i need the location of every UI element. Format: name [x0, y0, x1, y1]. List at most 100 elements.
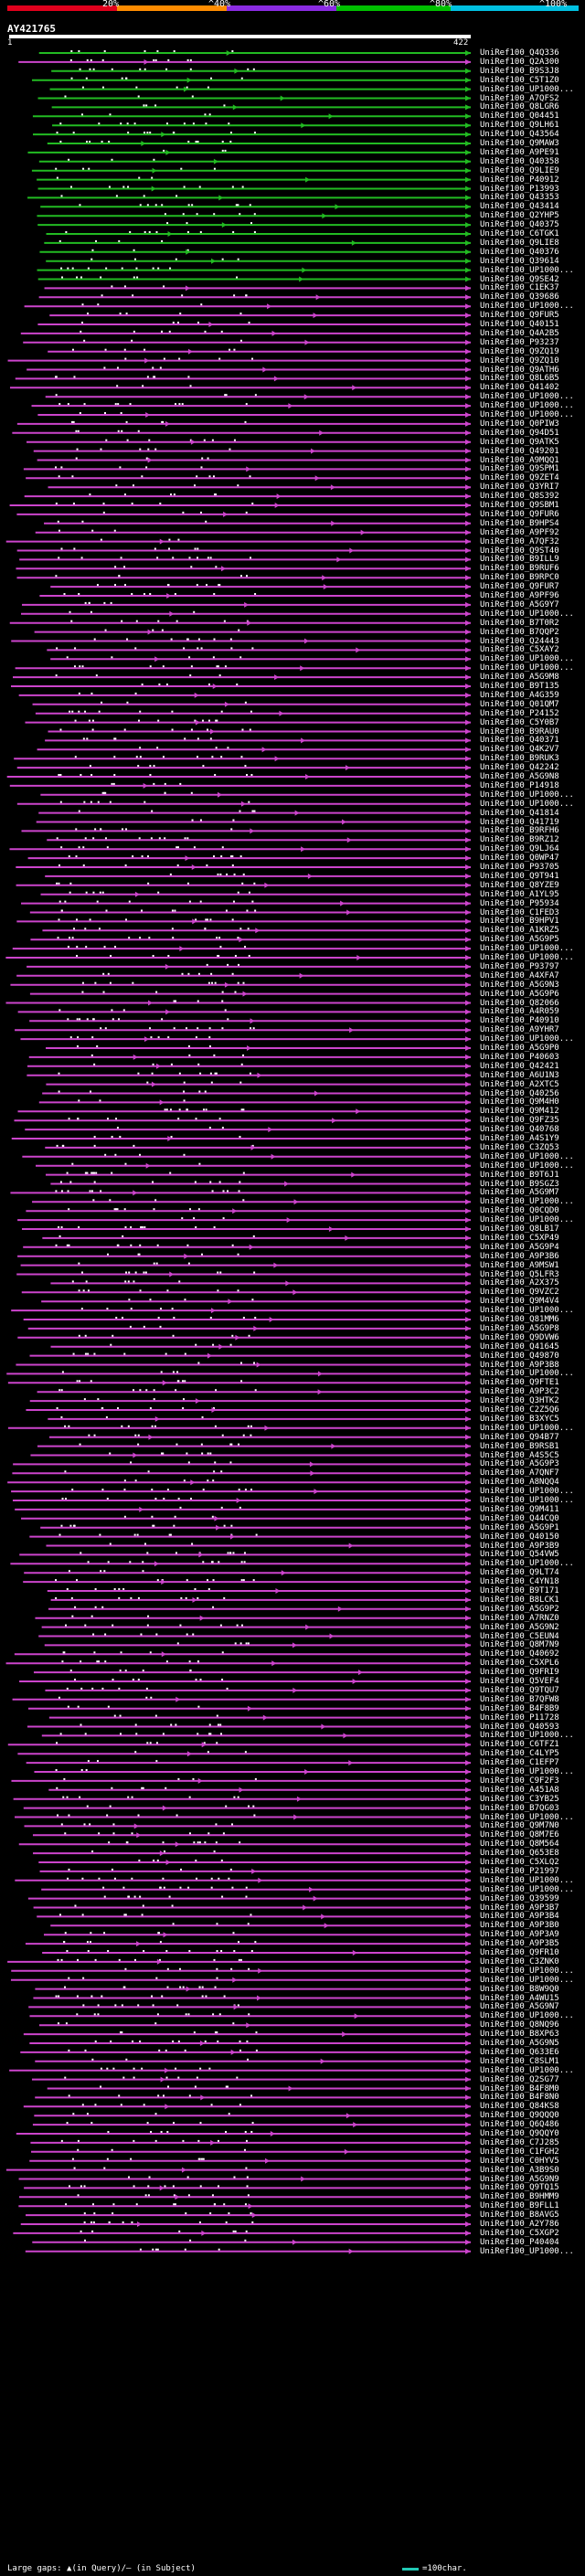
- hit-label[interactable]: UniRef100_UP1000...: [480, 790, 574, 800]
- hit-label[interactable]: UniRef100_A5G9N7: [480, 2002, 559, 2012]
- hit-label[interactable]: UniRef100_B8AVG5: [480, 2210, 559, 2221]
- hit-label[interactable]: UniRef100_Q41719: [480, 817, 559, 827]
- hit-label[interactable]: UniRef100_Q5VEF4: [480, 1677, 559, 1686]
- hit-label[interactable]: UniRef100_Q40256: [480, 1088, 559, 1098]
- hit-label[interactable]: UniRef100_A9P3B6: [480, 1251, 559, 1261]
- hit-label[interactable]: UniRef100_Q9QQY0: [480, 2129, 559, 2138]
- hit-label[interactable]: UniRef100_P21997: [480, 1866, 559, 1876]
- hit-label[interactable]: UniRef100_A451A8: [480, 1785, 559, 1795]
- hit-label[interactable]: UniRef100_Q8L6B5: [480, 374, 559, 384]
- hit-label[interactable]: UniRef100_B4F8B9: [480, 1703, 559, 1713]
- hit-label[interactable]: UniRef100_Q01QM7: [480, 699, 559, 709]
- hit-label[interactable]: UniRef100_B9HPV1: [480, 917, 559, 927]
- hit-label[interactable]: UniRef100_C1FED3: [480, 907, 559, 917]
- hit-label[interactable]: UniRef100_A1KRZ5: [480, 926, 559, 936]
- hit-label[interactable]: UniRef100_B7QQP2: [480, 627, 559, 637]
- hit-label[interactable]: UniRef100_Q9SE42: [480, 274, 559, 284]
- hit-label[interactable]: UniRef100_A5G9N2: [480, 1622, 559, 1632]
- hit-label[interactable]: UniRef100_A2Y786: [480, 2220, 559, 2229]
- hit-label[interactable]: UniRef100_UP1000...: [480, 410, 574, 419]
- hit-label[interactable]: UniRef100_A7QF32: [480, 536, 559, 546]
- hit-label[interactable]: UniRef100_Q40375: [480, 220, 559, 230]
- hit-label[interactable]: UniRef100_A2X375: [480, 1278, 559, 1288]
- hit-label[interactable]: UniRef100_B9ILL9: [480, 555, 559, 565]
- hit-label[interactable]: UniRef100_C3ZNK0: [480, 1956, 559, 1966]
- hit-label[interactable]: UniRef100_P93705: [480, 863, 559, 872]
- hit-label[interactable]: UniRef100_B7QFW8: [480, 1694, 559, 1704]
- hit-label[interactable]: UniRef100_A9P3B8: [480, 1360, 559, 1370]
- hit-label[interactable]: UniRef100_UP1000...: [480, 84, 574, 94]
- hit-label[interactable]: UniRef100_Q633E6: [480, 2047, 559, 2057]
- hit-label[interactable]: UniRef100_Q9MAW3: [480, 139, 559, 148]
- hit-label[interactable]: UniRef100_C7J285: [480, 2137, 559, 2147]
- hit-label[interactable]: UniRef100_A5G9P6: [480, 989, 559, 999]
- hit-label[interactable]: UniRef100_B7QG03: [480, 1803, 559, 1813]
- hit-label[interactable]: UniRef100_B9RUK3: [480, 754, 559, 764]
- hit-label[interactable]: UniRef100_A5G9P8: [480, 1323, 559, 1333]
- hit-label[interactable]: UniRef100_Q9SPM1: [480, 464, 559, 474]
- hit-label[interactable]: UniRef100_C1EFP7: [480, 1758, 559, 1768]
- hit-label[interactable]: UniRef100_Q2A300: [480, 57, 559, 67]
- hit-label[interactable]: UniRef100_A5G9N9: [480, 2174, 559, 2184]
- hit-label[interactable]: UniRef100_UP1000...: [480, 1151, 574, 1161]
- hit-label[interactable]: UniRef100_Q9ZET4: [480, 473, 559, 483]
- hit-label[interactable]: UniRef100_Q39686: [480, 292, 559, 302]
- hit-label[interactable]: UniRef100_UP1000...: [480, 953, 574, 962]
- hit-label[interactable]: UniRef100_P14918: [480, 780, 559, 790]
- hit-label[interactable]: UniRef100_Q9TQ15: [480, 2183, 559, 2193]
- hit-label[interactable]: UniRef100_Q94B77: [480, 1432, 559, 1442]
- hit-label[interactable]: UniRef100_Q3HTK2: [480, 1396, 559, 1406]
- hit-label[interactable]: UniRef100_A5G9P4: [480, 1242, 559, 1252]
- hit-label[interactable]: UniRef100_Q82066: [480, 998, 559, 1008]
- hit-label[interactable]: UniRef100_B3XYC5: [480, 1414, 559, 1424]
- hit-label[interactable]: UniRef100_A9P3B0: [480, 1921, 559, 1931]
- hit-label[interactable]: UniRef100_A6U1N3: [480, 1070, 559, 1080]
- hit-label[interactable]: UniRef100_Q43353: [480, 193, 559, 203]
- hit-label[interactable]: UniRef100_Q4K2V7: [480, 745, 559, 755]
- hit-label[interactable]: UniRef100_UP1000...: [480, 663, 574, 673]
- hit-label[interactable]: UniRef100_A8NQQ4: [480, 1478, 559, 1488]
- hit-label[interactable]: UniRef100_UP1000...: [480, 1966, 574, 1976]
- hit-label[interactable]: UniRef100_B9HPS4: [480, 518, 559, 528]
- hit-label[interactable]: UniRef100_A9P3B9: [480, 1541, 559, 1551]
- hit-label[interactable]: UniRef100_Q6Q486: [480, 2120, 559, 2130]
- hit-label[interactable]: UniRef100_B9RFH6: [480, 826, 559, 836]
- hit-label[interactable]: UniRef100_A5G9N5: [480, 2039, 559, 2048]
- hit-label[interactable]: UniRef100_Q40151: [480, 320, 559, 329]
- hit-label[interactable]: UniRef100_B9RSB1: [480, 1441, 559, 1451]
- hit-label[interactable]: UniRef100_B8XP63: [480, 2030, 559, 2040]
- hit-label[interactable]: UniRef100_C5XGP2: [480, 2228, 559, 2238]
- hit-label[interactable]: UniRef100_Q4Q336: [480, 48, 559, 58]
- hit-label[interactable]: UniRef100_P95934: [480, 898, 559, 908]
- hit-label[interactable]: UniRef100_Q9FUR7: [480, 582, 559, 592]
- hit-label[interactable]: UniRef100_Q8S392: [480, 492, 559, 502]
- hit-label[interactable]: UniRef100_Q9TQU7: [480, 1685, 559, 1695]
- hit-label[interactable]: UniRef100_Q41402: [480, 383, 559, 393]
- hit-label[interactable]: UniRef100_UP1000...: [480, 392, 574, 402]
- hit-label[interactable]: UniRef100_Q9M7N0: [480, 1821, 559, 1831]
- hit-label[interactable]: UniRef100_Q9M412: [480, 1107, 559, 1117]
- hit-label[interactable]: UniRef100_Q9FUR6: [480, 509, 559, 519]
- hit-label[interactable]: UniRef100_Q9ATK5: [480, 437, 559, 447]
- hit-label[interactable]: UniRef100_B7T0R2: [480, 618, 559, 628]
- hit-label[interactable]: UniRef100_Q9LIE9: [480, 165, 559, 175]
- hit-label[interactable]: UniRef100_A7QNF7: [480, 1468, 559, 1479]
- hit-label[interactable]: UniRef100_A9P3B7: [480, 1903, 559, 1913]
- hit-label[interactable]: UniRef100_A4G359: [480, 690, 559, 700]
- hit-label[interactable]: UniRef100_Q39599: [480, 1893, 559, 1903]
- hit-label[interactable]: UniRef100_UP1000...: [480, 1215, 574, 1225]
- hit-label[interactable]: UniRef100_C5Y0B7: [480, 717, 559, 727]
- hit-label[interactable]: UniRef100_Q40692: [480, 1649, 559, 1659]
- hit-label[interactable]: UniRef100_Q8LGR6: [480, 102, 559, 112]
- hit-label[interactable]: UniRef100_Q5LFR3: [480, 1269, 559, 1279]
- hit-label[interactable]: UniRef100_C5XPL6: [480, 1659, 559, 1669]
- hit-label[interactable]: UniRef100_C3YB25: [480, 1794, 559, 1804]
- hit-label[interactable]: UniRef100_P40404: [480, 2237, 559, 2247]
- hit-label[interactable]: UniRef100_A7QFS2: [480, 93, 559, 103]
- hit-label[interactable]: UniRef100_A9MQQ1: [480, 455, 559, 465]
- hit-label[interactable]: UniRef100_Q9VZC2: [480, 1288, 559, 1298]
- hit-label[interactable]: UniRef100_Q9SBM1: [480, 501, 559, 510]
- hit-label[interactable]: UniRef100_Q3YRI7: [480, 482, 559, 493]
- hit-label[interactable]: UniRef100_P24152: [480, 708, 559, 718]
- hit-label[interactable]: UniRef100_P13993: [480, 184, 559, 194]
